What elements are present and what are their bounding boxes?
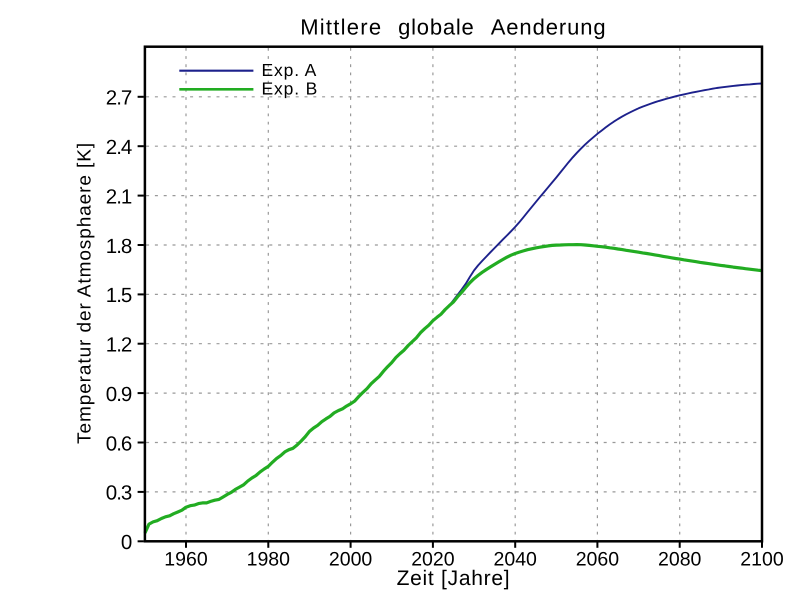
svg-text:2.1: 2.1	[106, 185, 132, 208]
svg-text:1980: 1980	[247, 549, 291, 571]
svg-text:Mittlere: Mittlere	[300, 14, 381, 39]
svg-text:2040: 2040	[494, 549, 538, 571]
svg-text:1960: 1960	[164, 549, 208, 571]
svg-text:0: 0	[121, 531, 132, 554]
svg-text:Exp. A: Exp. A	[262, 60, 318, 80]
svg-text:2.4: 2.4	[106, 136, 132, 159]
svg-text:2000: 2000	[329, 549, 373, 571]
svg-text:Temperatur der Atmosphaere [K]: Temperatur der Atmosphaere [K]	[75, 143, 96, 444]
svg-text:0.9: 0.9	[106, 383, 132, 406]
svg-text:1.2: 1.2	[106, 334, 132, 357]
svg-text:Exp. B: Exp. B	[262, 78, 319, 98]
svg-text:2020: 2020	[411, 549, 455, 571]
svg-text:0.3: 0.3	[106, 482, 132, 505]
svg-text:2100: 2100	[740, 549, 784, 571]
svg-text:2080: 2080	[658, 549, 702, 571]
svg-text:0.6: 0.6	[106, 432, 132, 455]
svg-text:1.8: 1.8	[106, 235, 132, 258]
svg-text:Zeit [Jahre]: Zeit [Jahre]	[397, 567, 510, 590]
svg-text:2060: 2060	[576, 549, 620, 571]
svg-text:2.7: 2.7	[106, 87, 132, 110]
svg-text:globale: globale	[398, 14, 474, 39]
svg-text:Aenderung: Aenderung	[491, 14, 606, 39]
svg-text:1.5: 1.5	[106, 284, 132, 307]
